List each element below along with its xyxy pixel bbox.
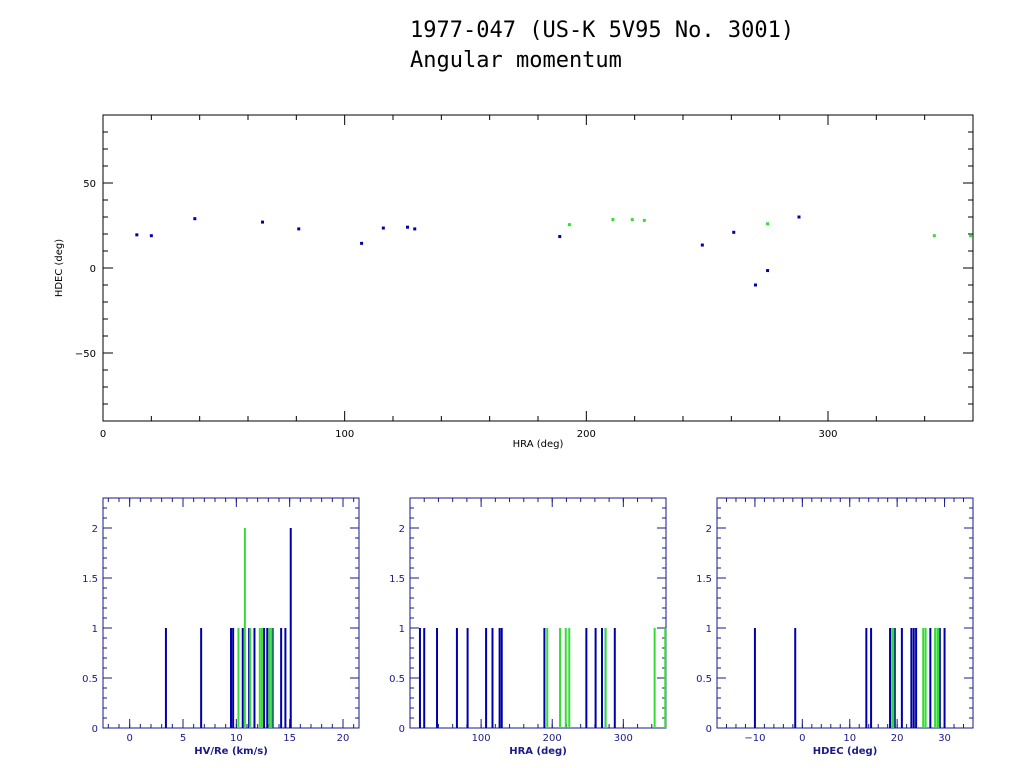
y-tick-label: 2	[92, 524, 98, 535]
y-tick-label: 50	[83, 179, 96, 190]
x-axis-label: HRA (deg)	[513, 439, 564, 450]
y-tick-label: 0	[706, 724, 712, 735]
data-point	[406, 225, 409, 229]
hist-frame	[716, 497, 974, 729]
x-axis-label: HV/Re (km/s)	[194, 746, 268, 757]
x-tick-label: 100	[335, 429, 354, 440]
data-point	[642, 218, 646, 222]
data-point	[611, 218, 615, 222]
hist-frame	[409, 497, 667, 729]
x-tick-label: 20	[891, 733, 904, 744]
data-point	[567, 223, 571, 227]
data-point	[193, 217, 197, 221]
data-point	[360, 241, 364, 245]
y-axis-label: HDEC (deg)	[54, 239, 65, 297]
data-point	[700, 243, 704, 247]
y-tick-label: 1	[399, 624, 405, 635]
plot-frame	[102, 114, 974, 422]
y-tick-label: 2	[399, 524, 405, 535]
x-tick-label: 20	[337, 733, 350, 744]
data-point	[754, 283, 757, 287]
data-point	[732, 230, 736, 234]
x-tick-label: 5	[180, 733, 186, 744]
x-axis-label: HRA (deg)	[509, 746, 567, 757]
data-point	[558, 235, 562, 239]
y-tick-label: 1	[92, 624, 98, 635]
x-tick-label: 200	[577, 429, 596, 440]
x-tick-label: 0	[799, 733, 805, 744]
y-tick-label: 0	[399, 724, 405, 735]
scatter-plot-panel: 0 100 200 300 −50 0 50 HRA (deg) HDEC (deg)	[54, 114, 974, 450]
x-tick-label: 15	[283, 733, 296, 744]
y-tick-label: 0.5	[389, 674, 405, 685]
data-point	[766, 269, 770, 273]
x-tick-label: 10	[230, 733, 243, 744]
x-tick-label: 0	[126, 733, 132, 744]
data-point	[797, 215, 801, 219]
x-tick-label: 0	[100, 429, 106, 440]
data-point	[766, 222, 770, 226]
x-tick-label: 300	[818, 429, 837, 440]
y-tick-label: 0	[90, 264, 96, 275]
data-point	[149, 234, 153, 238]
title-line2: Angular momentum	[410, 48, 622, 73]
histogram-hv-panel: 0 5 10 15 20 0 0.5 1 1.5 2 HV/Re (km/s)	[82, 497, 360, 757]
y-tick-label: 1.5	[696, 574, 712, 585]
data-point	[630, 218, 634, 222]
y-tick-label: 0.5	[82, 674, 98, 685]
x-tick-label: −10	[744, 733, 765, 744]
y-tick-label: 2	[706, 524, 712, 535]
histogram-hdec-panel: −10 0 10 20 30 0 0.5 1 1.5 2 HDEC (deg)	[696, 497, 974, 757]
y-tick-label: 0.5	[696, 674, 712, 685]
y-tick-label: 1.5	[389, 574, 405, 585]
y-tick-label: −50	[75, 349, 96, 360]
data-point	[413, 227, 417, 231]
x-tick-label: 100	[472, 733, 491, 744]
x-axis-label: HDEC (deg)	[813, 746, 878, 757]
data-point	[969, 234, 973, 238]
x-tick-label: 30	[938, 733, 951, 744]
y-tick-label: 0	[92, 724, 98, 735]
data-point	[297, 227, 301, 231]
x-tick-label: 10	[843, 733, 856, 744]
x-tick-label: 200	[543, 733, 562, 744]
data-point	[381, 226, 385, 230]
y-tick-label: 1	[706, 624, 712, 635]
y-tick-label: 1.5	[82, 574, 98, 585]
title-line1: 1977-047 (US-K 5V95 No. 3001)	[410, 18, 794, 43]
histogram-hra-panel: 100 200 300 0 0.5 1 1.5 2 HRA (deg)	[389, 497, 667, 757]
data-point	[932, 234, 936, 238]
data-point	[135, 233, 139, 237]
data-point	[261, 220, 264, 224]
x-tick-label: 300	[614, 733, 633, 744]
